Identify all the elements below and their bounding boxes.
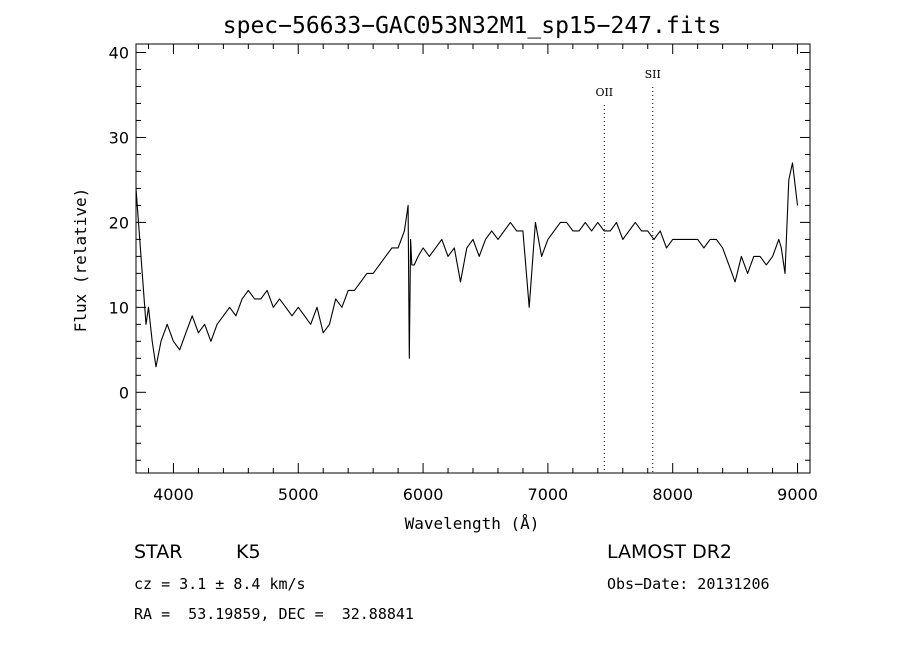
survey-name: LAMOST DR2 [607, 541, 732, 563]
x-tick-label-1: 5000 [278, 485, 319, 504]
object-class: STAR [134, 541, 183, 563]
plot-frame [135, 43, 811, 474]
x-axis-label: Wavelength (Å) [405, 514, 540, 533]
y-tick-label-1: 10 [109, 298, 129, 317]
coordinates: RA = 53.19859, DEC = 32.88841 [134, 605, 414, 623]
redshift-velocity: cz = 3.1 ± 8.4 km/s [134, 575, 306, 593]
observation-date: Obs−Date: 20131206 [607, 575, 770, 593]
y-tick-label-2: 20 [109, 213, 129, 232]
spectral-subclass: K5 [236, 541, 261, 563]
x-tick-label-0: 4000 [153, 485, 194, 504]
plot-area: 4000 5000 6000 7000 8000 9000 0 10 20 30 40 OII SII [109, 43, 818, 504]
x-tick-label-5: 9000 [777, 485, 818, 504]
line-marker-label-1: SII [645, 68, 661, 81]
spectrum-series-0 [135, 162, 799, 368]
y-axis-label: Flux (relative) [71, 188, 90, 333]
x-tick-label-3: 7000 [528, 485, 569, 504]
y-tick-label-0: 0 [119, 383, 129, 402]
y-tick-label-3: 30 [109, 128, 129, 147]
x-tick-label-4: 8000 [652, 485, 693, 504]
chart-title: spec−56633−GAC053N32M1_sp15−247.fits [223, 13, 722, 39]
y-tick-label-4: 40 [109, 43, 129, 62]
line-marker-label-0: OII [595, 86, 613, 99]
x-tick-label-2: 6000 [403, 485, 444, 504]
